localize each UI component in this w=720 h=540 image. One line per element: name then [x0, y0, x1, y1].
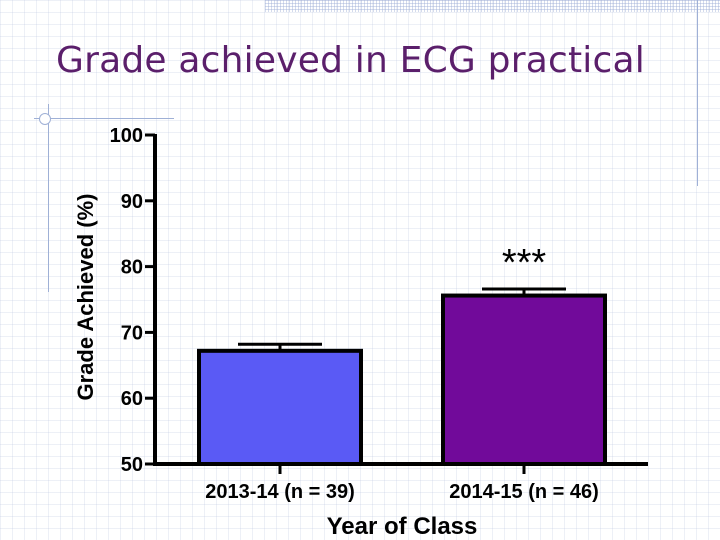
- x-axis-label: Year of Class: [327, 513, 478, 540]
- bar: [441, 293, 607, 466]
- y-tick-label: 80: [121, 257, 143, 279]
- x-tick-label: 2014-15 (n = 46): [449, 481, 599, 503]
- y-tick-label: 90: [121, 191, 143, 213]
- slide-decoration-circle: [39, 113, 51, 125]
- y-tick-label: 50: [121, 454, 143, 476]
- y-tick-label: 100: [110, 125, 143, 147]
- y-tick-label: 70: [121, 322, 143, 344]
- slide-decoration-line: [34, 118, 174, 119]
- bar: [197, 348, 363, 467]
- x-tick-label: 2013-14 (n = 39): [205, 481, 355, 503]
- y-tick-label: 60: [121, 388, 143, 410]
- slide-decoration-top-band: [265, 0, 720, 12]
- slide-decoration-line: [48, 104, 49, 292]
- slide-title: Grade achieved in ECG practical: [56, 40, 645, 81]
- y-axis-label: Grade Achieved (%): [73, 193, 98, 400]
- significance-annotation: ***: [502, 242, 547, 284]
- slide-decoration-line: [697, 0, 698, 186]
